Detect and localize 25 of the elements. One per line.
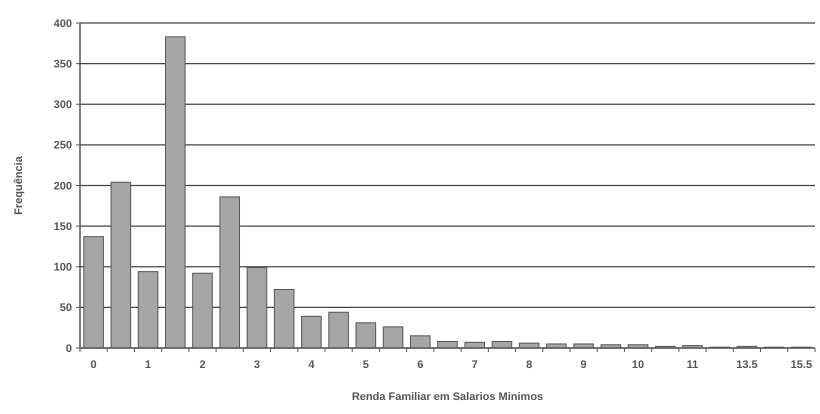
y-tick-label: 0 [66, 342, 72, 355]
y-tick-label: 300 [54, 99, 72, 112]
y-tick-label: 350 [54, 58, 72, 70]
x-tick-label: 13.5 [736, 359, 758, 371]
x-tick-label: 15.5 [790, 359, 812, 371]
y-axis-title: Frequência [13, 155, 25, 215]
x-tick-label: 1 [144, 359, 152, 371]
y-tick-label: 150 [54, 220, 72, 233]
x-tick-label: 6 [417, 359, 424, 371]
x-tick-label: 2 [199, 359, 206, 371]
x-tick-label: 10 [632, 359, 644, 371]
x-tick-label: 3 [254, 359, 260, 371]
x-tick-label: 0 [90, 359, 97, 371]
y-tick-label: 50 [60, 302, 72, 314]
x-tick-label: 8 [526, 359, 532, 371]
x-tick-label: 11 [686, 359, 698, 371]
y-tick-label: 100 [54, 262, 72, 274]
x-tick-label: 4 [308, 359, 316, 371]
x-tick-label: 5 [362, 359, 369, 371]
x-tick-label: 7 [472, 359, 478, 371]
y-tick-label: 200 [54, 180, 72, 192]
x-tick-label: 9 [580, 359, 587, 371]
x-axis-title: Renda Familiar em Salarios Minimos [352, 391, 544, 403]
y-tick-label: 400 [54, 18, 72, 30]
y-tick-label: 250 [54, 140, 72, 152]
